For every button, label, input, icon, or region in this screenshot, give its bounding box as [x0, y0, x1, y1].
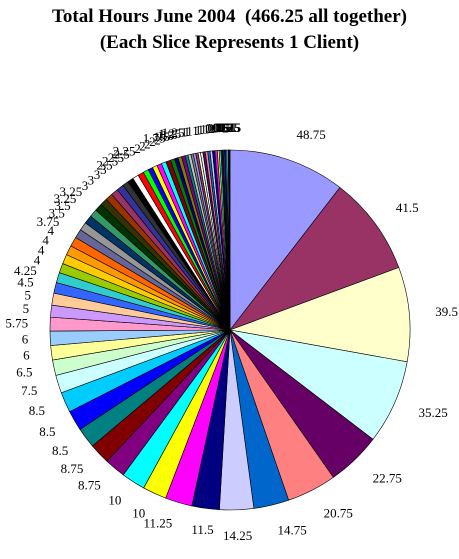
slice-label: 39.5 [435, 304, 458, 319]
slice-label: 3 [100, 162, 107, 177]
slice-label: 35.25 [419, 405, 448, 420]
slice-label: 5.75 [5, 315, 28, 330]
slice-label: 4 [42, 233, 49, 248]
slice-label: 0.5 [215, 120, 231, 135]
slice-label: 2 [144, 136, 151, 151]
slice-label: 4 [34, 253, 41, 268]
slice-label: 1.5 [157, 128, 173, 143]
slice-label: 1 [184, 124, 191, 139]
slice-label: 3.5 [49, 206, 65, 221]
slice-label: 1 [206, 121, 213, 136]
slice-label: 2.5 [96, 158, 112, 173]
slice-label: 6.5 [16, 364, 32, 379]
slice-label: 0.5 [219, 120, 235, 135]
slice-label: 6 [23, 348, 30, 363]
slice-label: 1.5 [153, 129, 169, 144]
slice-label: 1.75 [143, 131, 166, 146]
slice-label: 0.5 [214, 120, 230, 135]
slice-label: 5 [23, 301, 30, 316]
slice-label: 2.25 [113, 144, 136, 159]
slice-label: 20.75 [324, 506, 353, 521]
slice-label: 1 [195, 123, 202, 138]
pie-slice [229, 149, 231, 331]
slice-label: 1 [200, 122, 207, 137]
slice-label: 0.25 [217, 120, 240, 135]
pie-slice [229, 187, 400, 331]
slice-label: 2.5 [102, 154, 118, 169]
slice-label: 0.25 [218, 120, 241, 135]
slice-label: 10 [132, 505, 145, 520]
slice-label: 1 [192, 123, 199, 138]
slice-label: 3.25 [54, 191, 77, 206]
slice-label: 3.75 [37, 214, 60, 229]
slice-label: 10 [108, 492, 121, 507]
slice-label: 3 [88, 173, 95, 188]
slice-label: 1 [208, 121, 215, 136]
slice-label: 3.5 [54, 198, 70, 213]
slice-label: 4 [38, 242, 45, 257]
pie-slices [49, 149, 411, 511]
slice-label: 11.25 [144, 516, 173, 531]
slice-label: 2 [139, 139, 146, 154]
chart-title: Total Hours June 2004 (466.25 all togeth… [51, 6, 407, 27]
slice-label: 8.75 [61, 461, 84, 476]
slice-label: 8.5 [29, 403, 45, 418]
slice-label: 3 [94, 167, 101, 182]
slice-label: 22.75 [373, 471, 402, 486]
slice-label: 0.75 [205, 120, 228, 135]
slice-label: 1 [198, 122, 205, 137]
slice-label: 3 [82, 178, 89, 193]
slice-label: 41.5 [396, 200, 419, 215]
slice-label: 8.75 [78, 477, 101, 492]
slice-label: 6 [22, 331, 29, 346]
slice-label: 1.25 [158, 126, 181, 141]
pie-slice [228, 267, 411, 363]
slice-label: 14.75 [278, 523, 307, 538]
slice-label: 2 [149, 134, 156, 149]
slice-label: 1 [186, 124, 193, 139]
slice-label: 0.25 [218, 120, 241, 135]
slice-label: 2.5 [114, 147, 130, 162]
slice-label: 5 [25, 287, 32, 302]
slice-label: 48.75 [297, 127, 326, 142]
slice-label: 1.5 [161, 127, 177, 142]
slice-label: 8.5 [39, 424, 55, 439]
slice-label: 0.5 [212, 120, 228, 135]
slice-label: 11.5 [191, 522, 213, 537]
slice-label: 2.5 [108, 150, 124, 165]
slice-label: 1 [211, 121, 218, 136]
slice-label: 3.25 [60, 184, 83, 199]
slice-label: 1 [203, 121, 210, 136]
chart-subtitle: (Each Slice Represents 1 Client) [99, 32, 360, 53]
pie-slice [229, 149, 341, 331]
slice-label: 0.5 [216, 120, 232, 135]
slice-label: 2 [154, 132, 161, 147]
slice-label: 4.25 [14, 263, 37, 278]
slice-label: 2 [134, 141, 141, 156]
slice-label: 1 [181, 125, 188, 140]
slice-label: 8.5 [52, 443, 68, 458]
slice-label: 0.75 [207, 120, 230, 135]
slice-label: 4.5 [17, 275, 33, 290]
slice-label: 7.5 [21, 383, 37, 398]
slice-label: 0.5 [218, 120, 234, 135]
slice-label: 14.25 [223, 528, 252, 543]
pie-labels: 48.7541.539.535.2522.7520.7514.7514.2511… [5, 120, 458, 543]
slice-label: 1.25 [162, 125, 185, 140]
slice-label: 4 [48, 223, 55, 238]
